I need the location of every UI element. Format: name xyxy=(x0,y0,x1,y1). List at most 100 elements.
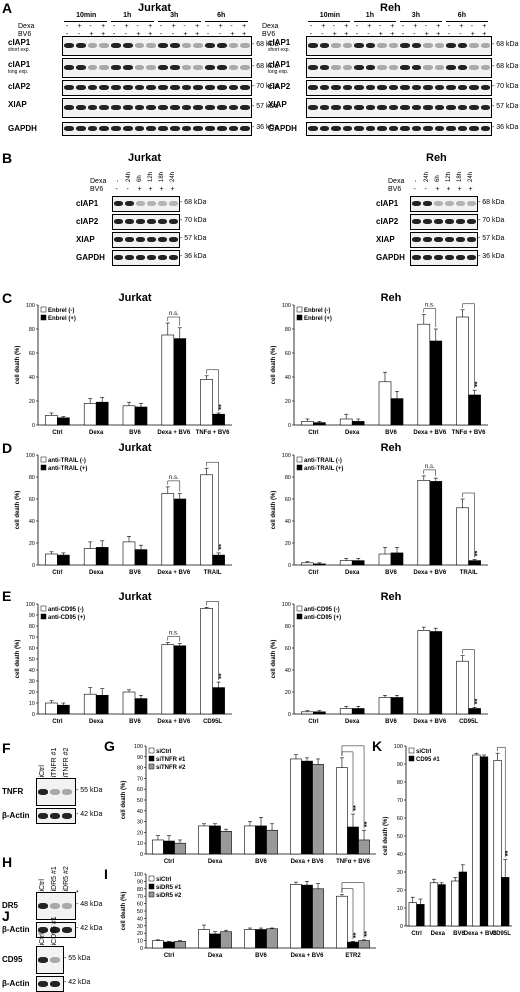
legend-label: Enbrel (+) xyxy=(48,316,76,322)
panel-a-band xyxy=(158,65,168,70)
bar xyxy=(313,422,326,426)
bar xyxy=(468,394,481,426)
panel-a-band xyxy=(354,65,364,70)
x-tick-label: Dexa xyxy=(208,953,223,959)
panel-b-band xyxy=(423,201,432,206)
panel-a-band xyxy=(423,85,433,90)
panel-a-blot xyxy=(306,36,492,56)
panel-a-treatment-mark: + xyxy=(332,31,337,38)
panel-a-band xyxy=(240,85,250,90)
panel-h-band xyxy=(50,927,60,933)
panel-a-band xyxy=(319,126,329,131)
panel-b-time-label: 6h xyxy=(136,175,143,182)
y-tick-label: 40 xyxy=(29,519,35,525)
panel-a-band xyxy=(75,105,86,110)
panel-a-band xyxy=(457,43,467,48)
panel-h-band xyxy=(38,927,48,933)
chart-title: Jurkat xyxy=(118,442,151,454)
legend-swatch xyxy=(148,875,155,882)
bar xyxy=(472,754,481,927)
y-tick-label: 80 xyxy=(137,887,143,893)
panel-j-lane-label: siCD95 #1 xyxy=(51,916,58,949)
panel-a-band xyxy=(446,105,456,110)
x-tick-label: BV6 xyxy=(385,570,397,576)
panel-a-band xyxy=(342,65,352,70)
panel-b-row-label: cIAP1 xyxy=(376,199,399,208)
y-tick-label: 90 xyxy=(137,755,143,761)
panel-a-treatment-mark: - xyxy=(424,23,428,30)
panel-f-band xyxy=(38,813,48,819)
y-axis-label: cell death (%) xyxy=(121,781,127,820)
significance-bracket xyxy=(167,316,181,326)
panel-b-time-label: - xyxy=(114,180,121,182)
y-tick-label: 10 xyxy=(397,906,403,912)
bar xyxy=(301,421,314,426)
panel-a-band xyxy=(181,85,192,90)
bar xyxy=(220,831,232,855)
bar xyxy=(429,882,439,927)
panel-b-band xyxy=(136,219,145,224)
panel-a-kda-label: - 68 kDa xyxy=(492,41,519,48)
panel-a-band xyxy=(365,85,375,90)
panel-a-band xyxy=(193,43,203,48)
panel-a-time-bar xyxy=(111,21,154,22)
bar xyxy=(312,764,324,855)
panel-b-band xyxy=(445,219,454,224)
panel-a-band xyxy=(158,43,168,48)
legend-swatch xyxy=(296,456,303,463)
panel-a-blot xyxy=(62,58,252,78)
panel-b-time-label: - xyxy=(412,180,419,182)
panel-b-band xyxy=(158,219,167,224)
legend-swatch xyxy=(40,613,47,620)
y-tick-label: 0 xyxy=(32,563,35,569)
panel-a-band xyxy=(169,105,180,110)
x-tick-label: BV6 xyxy=(385,719,397,725)
panel-a-treatment-mark: + xyxy=(136,31,141,38)
bar-chart-E-left: Jurkat cell death (%) 0 10 20 30 40 50 60 70 80 90 1… xyxy=(15,591,232,725)
panel-b-time-label: 24h xyxy=(125,171,132,182)
panel-a-row-label: cIAP2 xyxy=(268,82,291,91)
panel-j-band xyxy=(38,981,48,987)
bar xyxy=(173,338,187,426)
x-tick-label: Dexa + BV6 xyxy=(157,719,191,725)
panel-b-band xyxy=(114,237,123,242)
panel-h-kda-label: - 42 kDa xyxy=(76,925,103,932)
panel-a-band xyxy=(457,85,467,90)
panel-b-band xyxy=(147,237,156,242)
x-tick-label: Ctrl xyxy=(308,719,319,725)
y-tick-label: 90 xyxy=(397,762,403,768)
panel-a-treatment-mark: - xyxy=(159,23,163,30)
y-axis-label: cell death (%) xyxy=(121,892,127,931)
panel-b-band xyxy=(147,255,156,260)
bar xyxy=(429,340,443,426)
panel-a-band xyxy=(181,126,192,131)
panel-a-band xyxy=(75,43,86,48)
panel-a-band xyxy=(158,85,168,90)
panel-b-band xyxy=(412,201,421,206)
panel-b-band xyxy=(456,219,465,224)
y-tick-label: 40 xyxy=(397,852,403,858)
panel-c-label: C xyxy=(2,290,13,306)
panel-a-treatment-mark: + xyxy=(148,23,153,30)
y-tick-label: 20 xyxy=(29,690,35,696)
legend-label: siCtrl xyxy=(416,749,432,755)
panel-a-treatment-mark: - xyxy=(206,31,210,38)
y-tick-label: 10 xyxy=(137,841,143,847)
bar xyxy=(95,547,109,566)
y-axis-label: cell death (%) xyxy=(271,491,277,530)
panel-a-treatment-label: Dexa xyxy=(18,23,35,30)
panel-a-treatment-mark: - xyxy=(159,31,163,38)
bar xyxy=(174,941,186,949)
panel-a-kda-label: - 68 kDa xyxy=(252,41,279,48)
y-tick-label: 70 xyxy=(397,798,403,804)
panel-a-band xyxy=(423,105,433,110)
y-tick-label: 100 xyxy=(134,872,143,878)
y-tick-label: 60 xyxy=(29,497,35,503)
panel-a-treatment-label: Dexa xyxy=(262,23,279,30)
bar xyxy=(174,842,186,855)
bar xyxy=(301,562,314,566)
panel-a-band xyxy=(158,105,168,110)
panel-a-band xyxy=(122,85,133,90)
significance-label: ** xyxy=(364,821,371,827)
x-tick-label: TRAIL xyxy=(204,570,222,576)
